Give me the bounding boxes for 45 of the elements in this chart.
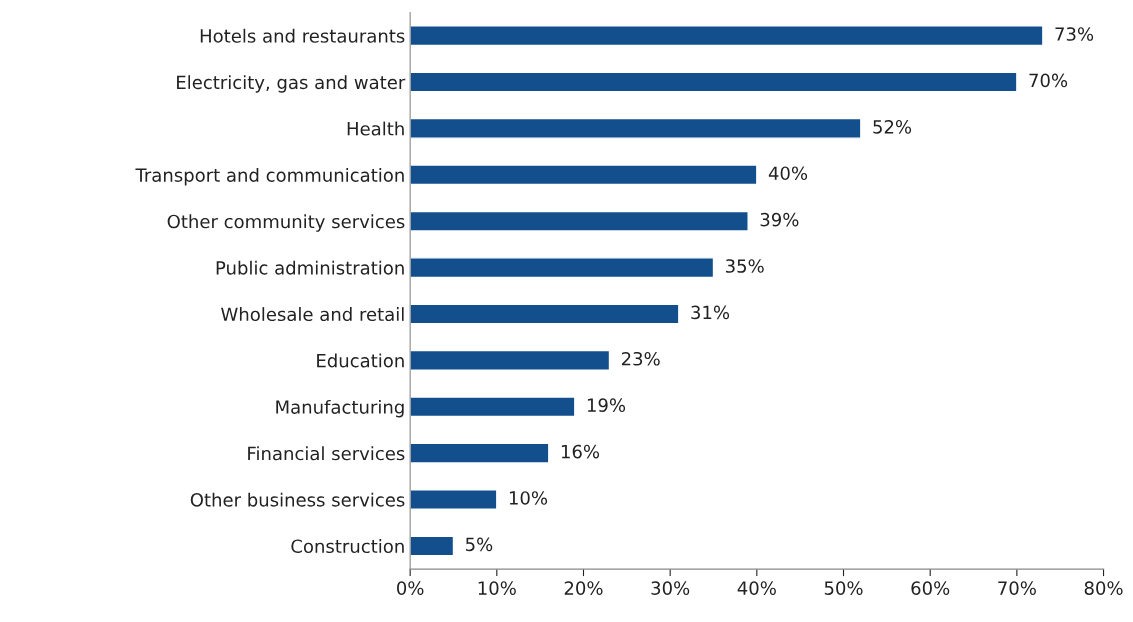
- data-label: 16%: [561, 444, 600, 459]
- x-tick-label: 40%: [737, 581, 776, 595]
- bar: [410, 396, 576, 418]
- data-label: 5%: [465, 537, 493, 552]
- bar: [410, 117, 862, 139]
- bar: [410, 25, 1044, 47]
- y-tick-label: Hotels and restaurants: [200, 28, 405, 43]
- y-tick-label: Health: [347, 121, 404, 136]
- data-label: 19%: [587, 398, 626, 412]
- bar: [410, 535, 455, 557]
- bar: [410, 71, 1018, 93]
- bar: [410, 349, 611, 371]
- bar: [410, 164, 758, 186]
- y-tick-label: Wholesale and retail: [221, 307, 404, 322]
- data-label: 40%: [768, 166, 808, 181]
- y-tick-label: Transport and communication: [135, 167, 404, 186]
- x-tick-label: 60%: [911, 581, 950, 595]
- data-label: 10%: [509, 491, 548, 505]
- data-label: 35%: [725, 259, 764, 273]
- bar: [410, 442, 550, 464]
- bar: [410, 257, 715, 279]
- y-tick-label: Education: [317, 353, 404, 368]
- y-tick-label: Public administration: [216, 260, 404, 275]
- x-tick-label: 10%: [478, 581, 516, 595]
- y-tick-label: Other business services: [190, 492, 405, 507]
- bar: [410, 210, 749, 232]
- bar: [410, 303, 680, 325]
- y-tick-label: Financial services: [248, 446, 405, 461]
- x-tick-label: 0%: [397, 581, 424, 595]
- y-tick-label: Electricity, gas and water: [177, 75, 406, 93]
- data-label: 39%: [760, 212, 799, 227]
- y-tick-label: Manufacturing: [276, 399, 404, 418]
- data-label: 52%: [873, 120, 912, 134]
- bar: [410, 489, 498, 510]
- x-tick-label: 80%: [1084, 581, 1123, 595]
- x-tick-label: 70%: [998, 581, 1036, 595]
- data-label: 31%: [691, 305, 730, 320]
- y-tick-label: Other community services: [167, 214, 405, 232]
- x-tick-label: 30%: [651, 581, 690, 595]
- data-label: 73%: [1055, 27, 1094, 41]
- y-tick-label: Construction: [291, 539, 404, 554]
- data-label: 23%: [621, 351, 660, 366]
- x-tick-label: 50%: [824, 581, 863, 595]
- x-tick-label: 20%: [564, 581, 603, 595]
- data-label: 70%: [1029, 73, 1068, 88]
